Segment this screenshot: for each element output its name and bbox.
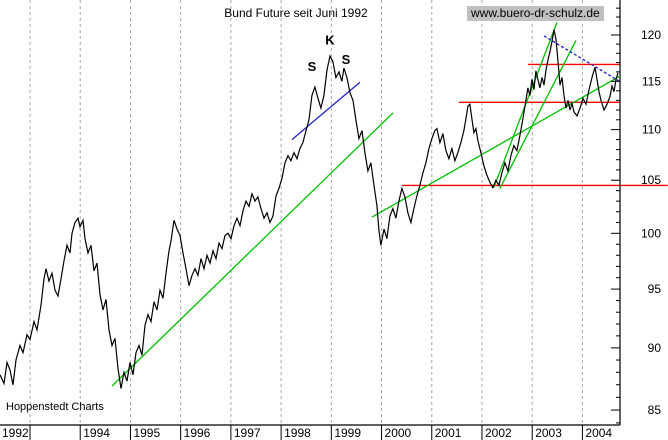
- y-axis-label-120: 120: [641, 28, 661, 42]
- support-line-2000-2004: [371, 76, 620, 218]
- x-axis-label-2002: 2002: [485, 426, 512, 440]
- neckline-1998-1999: [291, 81, 361, 141]
- steep-uptrend-line-right: [499, 40, 577, 189]
- x-axis-label-1999: 1999: [334, 426, 361, 440]
- y-axis-label-85: 85: [648, 403, 662, 417]
- x-axis-label-1994: 1994: [83, 426, 110, 440]
- chart-title: Bund Future seit Juni 1992: [224, 6, 368, 20]
- y-axis-label-95: 95: [648, 282, 662, 296]
- y-axis-label-105: 105: [641, 173, 661, 187]
- x-axis-label-1997: 1997: [234, 426, 261, 440]
- x-axis-label-2004: 2004: [585, 426, 612, 440]
- y-axis-label-90: 90: [648, 341, 662, 355]
- x-axis-label-1992: 1992: [2, 426, 29, 440]
- x-axis-label-1995: 1995: [133, 426, 160, 440]
- y-axis-label-110: 110: [642, 123, 661, 137]
- x-axis-label-2001: 2001: [435, 426, 462, 440]
- x-axis-label-1998: 1998: [284, 426, 311, 440]
- pattern-label-s-0: S: [308, 59, 317, 74]
- pattern-label-s-2: S: [342, 52, 351, 67]
- x-axis-label-2000: 2000: [385, 426, 412, 440]
- source-label: Hoppenstedt Charts: [6, 401, 104, 413]
- price-line: [0, 29, 619, 389]
- x-axis-label-2003: 2003: [535, 426, 562, 440]
- y-axis-label-100: 100: [641, 226, 661, 240]
- x-axis-label-1996: 1996: [184, 426, 211, 440]
- y-axis-label-115: 115: [642, 74, 661, 88]
- watermark-link[interactable]: www.buero-dr-schulz.de: [467, 6, 604, 21]
- pattern-label-k-1: K: [325, 32, 335, 47]
- uptrend-line-1995-2000: [111, 112, 394, 387]
